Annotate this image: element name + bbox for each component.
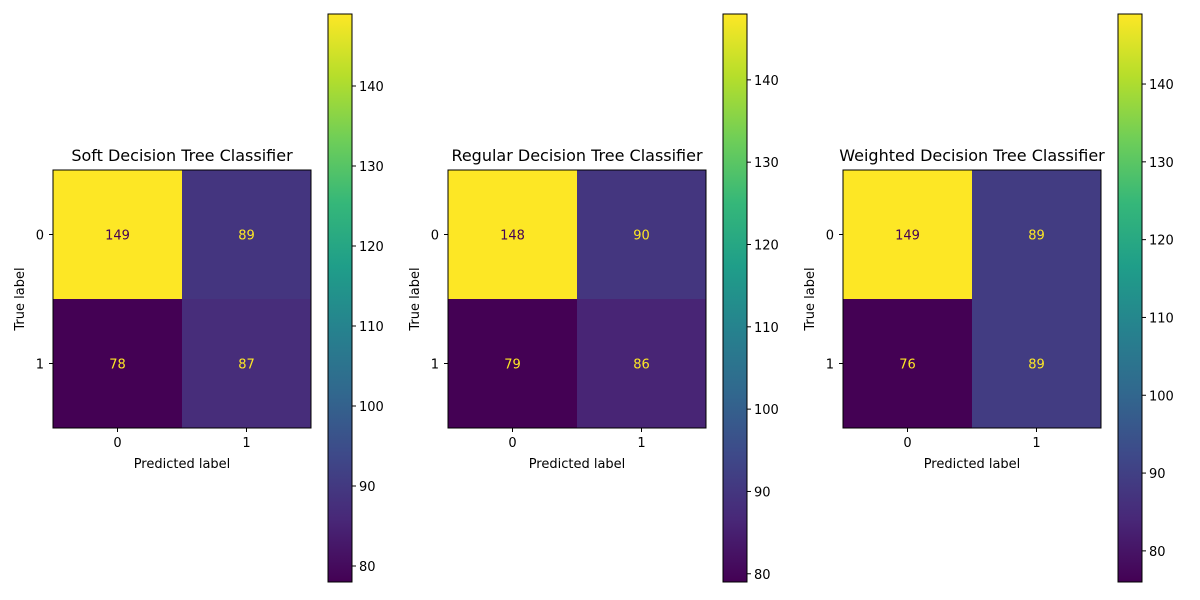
cell-value-label: 89 — [238, 229, 255, 244]
cell-value-label: 89 — [1028, 229, 1045, 244]
x-tick-label: 1 — [1032, 436, 1040, 451]
chart-title: Weighted Decision Tree Classifier — [839, 146, 1105, 165]
matrix-cell — [448, 299, 577, 428]
confusion-matrix-panel-1: 149 89 78 87 0 1 0 1 Soft Decision Tree Classifi… — [13, 13, 384, 583]
colorbar-tick-label: 140 — [359, 80, 384, 95]
matrix-frame — [842, 169, 1102, 429]
cell-value-label: 87 — [238, 358, 255, 373]
colorbar-tick-label: 80 — [754, 568, 771, 583]
cell-value-label: 149 — [105, 229, 130, 244]
colorbar-tick-label: 130 — [359, 160, 384, 175]
colorbar-tick-label: 90 — [359, 480, 376, 495]
x-axis-label: Predicted label — [134, 457, 231, 472]
y-axis-label: True label — [803, 267, 818, 331]
x-tick-label: 0 — [508, 436, 516, 451]
matrix-frame — [52, 169, 312, 429]
y-tick-label: 1 — [36, 358, 44, 373]
colorbar — [722, 13, 748, 583]
cell-value-label: 89 — [1028, 358, 1045, 373]
cell-value-label: 149 — [895, 229, 920, 244]
matrix-cell — [182, 299, 311, 428]
matrix-cell — [577, 299, 706, 428]
x-tick-label: 1 — [637, 436, 645, 451]
colorbar-tick-label: 100 — [1149, 389, 1174, 404]
y-axis-label: True label — [13, 267, 28, 331]
y-tick-label: 1 — [431, 358, 439, 373]
y-axis-label: True label — [408, 267, 423, 331]
x-axis-label: Predicted label — [529, 457, 626, 472]
colorbar — [327, 13, 353, 583]
colorbar-tick-label: 90 — [1149, 467, 1166, 482]
cell-value-label: 79 — [504, 358, 521, 373]
matrix-cell — [577, 170, 706, 299]
matrix-cell — [972, 170, 1101, 299]
colorbar-tick-label: 110 — [1149, 311, 1174, 326]
colorbar-tick-label: 140 — [754, 74, 779, 89]
y-tick-label: 0 — [826, 229, 834, 244]
colorbar-tick-label: 90 — [754, 485, 771, 500]
confusion-matrix-panel-2: 148 90 79 86 0 1 0 1 Regular Decision Tree Class… — [408, 13, 779, 583]
colorbar-tick-label: 80 — [1149, 545, 1166, 560]
colorbar-tick-label: 110 — [359, 320, 384, 335]
y-tick-label: 0 — [36, 229, 44, 244]
colorbar-tick-label: 120 — [1149, 234, 1174, 249]
matrix-cell — [53, 170, 182, 299]
matrix-cell — [843, 299, 972, 428]
matrix-cell — [448, 170, 577, 299]
colorbar — [1117, 13, 1143, 583]
colorbar-tick-label: 100 — [754, 403, 779, 418]
colorbar-tick-label: 110 — [754, 321, 779, 336]
x-axis-label: Predicted label — [924, 457, 1021, 472]
cell-value-label: 86 — [633, 358, 650, 373]
matrix-cell — [53, 299, 182, 428]
y-tick-label: 0 — [431, 229, 439, 244]
colorbar-tick-label: 130 — [1149, 156, 1174, 171]
colorbar-tick-label: 100 — [359, 400, 384, 415]
y-tick-label: 1 — [826, 358, 834, 373]
cell-value-label: 78 — [109, 358, 126, 373]
colorbar-tick-label: 140 — [1149, 78, 1174, 93]
chart-title: Regular Decision Tree Classifier — [451, 146, 703, 165]
cell-value-label: 76 — [899, 358, 916, 373]
matrix-frame — [447, 169, 707, 429]
x-tick-label: 0 — [113, 436, 121, 451]
colorbar-tick-label: 130 — [754, 156, 779, 171]
confusion-matrix-panel-3: 149 89 76 89 0 1 0 1 Weighted Decision Tree Clas… — [803, 13, 1174, 583]
colorbar-tick-label: 120 — [359, 240, 384, 255]
matrix-cell — [182, 170, 311, 299]
matrix-cell — [972, 299, 1101, 428]
x-tick-label: 1 — [242, 436, 250, 451]
cell-value-label: 148 — [500, 229, 525, 244]
colorbar-tick-label: 80 — [359, 560, 376, 575]
chart-title: Soft Decision Tree Classifier — [71, 146, 293, 165]
colorbar-tick-label: 120 — [754, 238, 779, 253]
x-tick-label: 0 — [903, 436, 911, 451]
cell-value-label: 90 — [633, 229, 650, 244]
matrix-cell — [843, 170, 972, 299]
